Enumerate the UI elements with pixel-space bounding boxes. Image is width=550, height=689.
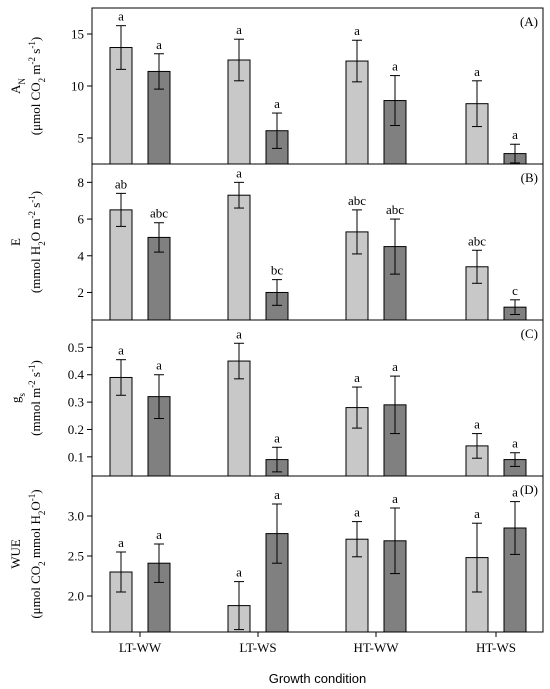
significance-letter: a (354, 505, 360, 520)
y-axis-label-line1: E (8, 238, 23, 246)
significance-letter: ab (115, 176, 127, 191)
panel-letter: (D) (520, 482, 538, 497)
significance-letter: abc (348, 193, 366, 208)
significance-letter: a (354, 370, 360, 385)
y-tick-label: 0.2 (68, 422, 84, 437)
significance-letter: a (156, 527, 162, 542)
significance-letter: a (392, 359, 398, 374)
x-tick-label: LT-WW (119, 640, 162, 655)
y-tick-label: 0.1 (68, 449, 84, 464)
y-axis-label-line2: (mmol H2O m-2 s-1) (27, 191, 47, 293)
y-tick-label: 15 (71, 27, 84, 42)
y-axis-label-line2: (mmol m-2 s-1) (27, 360, 43, 436)
significance-letter: abc (150, 206, 168, 221)
bar-LT-WS-s1 (227, 194, 251, 321)
y-tick-label: 6 (78, 212, 85, 227)
significance-letter: a (512, 485, 518, 500)
y-tick-label: 3.0 (68, 509, 84, 524)
significance-letter: a (274, 430, 280, 445)
significance-letter: a (118, 343, 124, 358)
significance-letter: a (474, 506, 480, 521)
y-axis-label-line2: (μmol CO2 mmol H2O-1) (27, 489, 47, 618)
panel-2: 0.1 0.2 0.3 0.4 0.5 (C) gs (mmol m-2 s-1) a a a a a a… (8, 319, 544, 477)
significance-letter: a (118, 9, 124, 24)
significance-letter: a (156, 358, 162, 373)
significance-letter: a (236, 565, 242, 580)
x-tick-label: LT-WS (239, 640, 276, 655)
y-axis-label-line1: gs (8, 393, 27, 404)
significance-letter: a (236, 326, 242, 341)
y-tick-label: 8 (78, 175, 85, 190)
panel-0: 5 10 15 (A) AN(μmol CO2 m-2 s-1) a a a a a a a a (8, 7, 544, 165)
y-tick-label: 0.5 (68, 340, 84, 355)
x-tick-label: HT-WW (353, 640, 399, 655)
significance-letter: a (156, 37, 162, 52)
significance-letter: a (392, 491, 398, 506)
y-tick-label: 5 (78, 131, 85, 146)
significance-letter: a (392, 59, 398, 74)
significance-letter: a (236, 165, 242, 180)
panel-letter: (B) (521, 170, 538, 185)
y-tick-label: 4 (78, 248, 85, 263)
y-tick-label: 2.0 (68, 589, 84, 604)
significance-letter: a (474, 64, 480, 79)
significance-letter: a (474, 417, 480, 432)
significance-letter: a (236, 22, 242, 37)
significance-letter: abc (386, 202, 404, 217)
significance-letter: a (512, 127, 518, 142)
y-axis-label-line2: (μmol CO2 m-2 s-1) (27, 37, 47, 135)
panel-3: 2.0 2.5 3.0 (D) WUE (μmol CO2 mmol H2O-1) a a a a… (8, 475, 544, 637)
y-tick-label: 0.4 (68, 367, 85, 382)
panel-letter: (A) (520, 14, 538, 29)
y-axis-label-line1: WUE (8, 539, 23, 569)
significance-letter: a (118, 535, 124, 550)
significance-letter: a (512, 436, 518, 451)
significance-letter: c (512, 283, 518, 298)
significance-letter: abc (468, 233, 486, 248)
y-tick-label: 0.3 (68, 395, 84, 410)
y-axis-label-line1: AN (8, 78, 27, 94)
panel-frame (91, 475, 544, 633)
y-tick-label: 10 (71, 79, 84, 94)
panel-letter: (C) (521, 326, 538, 341)
significance-letter: a (274, 96, 280, 111)
significance-letter: a (354, 23, 360, 38)
x-axis-title: Growth condition (269, 671, 367, 686)
y-tick-label: 2.5 (68, 549, 84, 564)
x-tick-label: HT-WS (476, 640, 516, 655)
significance-letter: a (274, 487, 280, 502)
significance-letter: bc (271, 263, 284, 278)
y-tick-label: 2 (78, 285, 85, 300)
